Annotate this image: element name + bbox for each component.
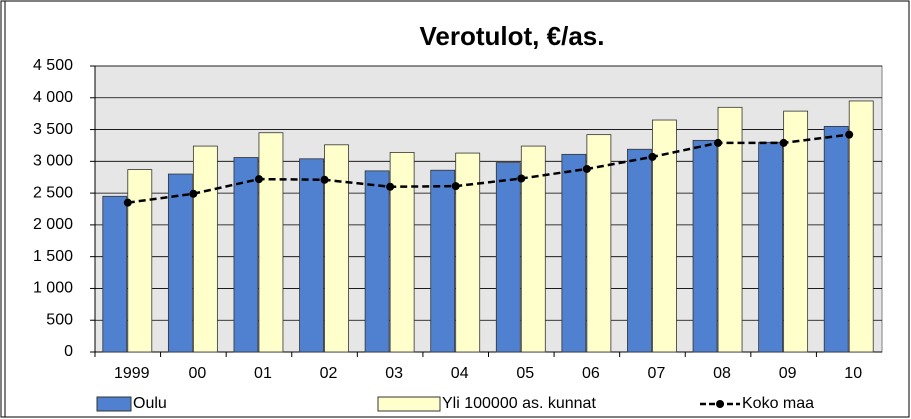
bar <box>430 169 456 353</box>
bar <box>758 141 784 353</box>
bar <box>520 145 546 353</box>
line-marker <box>320 175 329 184</box>
line-marker <box>451 182 460 191</box>
bar <box>167 173 193 353</box>
y-tick-label: 2 500 <box>33 184 73 201</box>
line-marker <box>779 138 788 147</box>
x-tick-label: 02 <box>320 365 338 382</box>
x-tick-label: 03 <box>385 365 403 382</box>
x-tick-label: 04 <box>451 365 469 382</box>
x-tick-label: 07 <box>648 365 666 382</box>
bar <box>495 162 521 353</box>
bar <box>717 106 743 353</box>
y-tick-label: 2 000 <box>33 216 73 233</box>
chart-title: Verotulot, €/as. <box>420 21 605 51</box>
bar <box>455 152 481 353</box>
bar <box>127 169 153 353</box>
y-tick-label: 4 500 <box>33 57 73 74</box>
x-tick-label: 09 <box>779 365 797 382</box>
y-tick-label: 1 500 <box>33 248 73 265</box>
line-marker <box>845 130 854 139</box>
y-tick-label: 3 500 <box>33 121 73 138</box>
line-marker <box>582 164 591 173</box>
y-tick-label: 0 <box>64 343 73 360</box>
legend-label: Koko maa <box>742 395 814 412</box>
bar <box>364 170 390 353</box>
x-tick-label: 1999 <box>114 365 150 382</box>
bar <box>848 100 874 353</box>
bar <box>823 125 849 353</box>
bar <box>102 195 128 353</box>
x-tick-label: 01 <box>254 365 272 382</box>
y-tick-label: 1 000 <box>33 280 73 297</box>
bar <box>258 132 284 353</box>
line-marker <box>254 175 263 184</box>
bar <box>586 134 612 353</box>
bar <box>324 144 349 353</box>
bar <box>192 145 218 353</box>
bar <box>783 110 809 353</box>
line-marker <box>123 198 132 207</box>
legend-marker <box>716 400 724 408</box>
bar <box>627 148 652 353</box>
y-tick-label: 500 <box>46 311 73 328</box>
bar <box>561 153 587 353</box>
line-marker <box>189 189 198 198</box>
legend-label: Oulu <box>133 395 167 412</box>
plot-area <box>94 65 883 353</box>
bar <box>652 119 677 353</box>
line-marker <box>517 174 526 183</box>
legend-label: Yli 100000 as. kunnat <box>442 395 596 412</box>
x-tick-label: 06 <box>582 365 600 382</box>
bar <box>389 152 415 353</box>
y-tick-label: 4 000 <box>33 89 73 106</box>
y-tick-label: 3 000 <box>33 153 73 170</box>
bar <box>692 139 718 353</box>
x-tick-label: 08 <box>713 365 731 382</box>
x-tick-label: 00 <box>188 365 206 382</box>
legend-swatch <box>96 396 132 412</box>
line <box>127 133 850 204</box>
x-tick-label: 10 <box>844 365 862 382</box>
line-marker <box>648 152 657 161</box>
bar <box>233 157 259 353</box>
legend-swatch <box>377 396 441 412</box>
line-marker <box>386 182 395 191</box>
x-tick-label: 05 <box>516 365 534 382</box>
bar <box>299 158 324 353</box>
line-marker <box>714 138 723 147</box>
